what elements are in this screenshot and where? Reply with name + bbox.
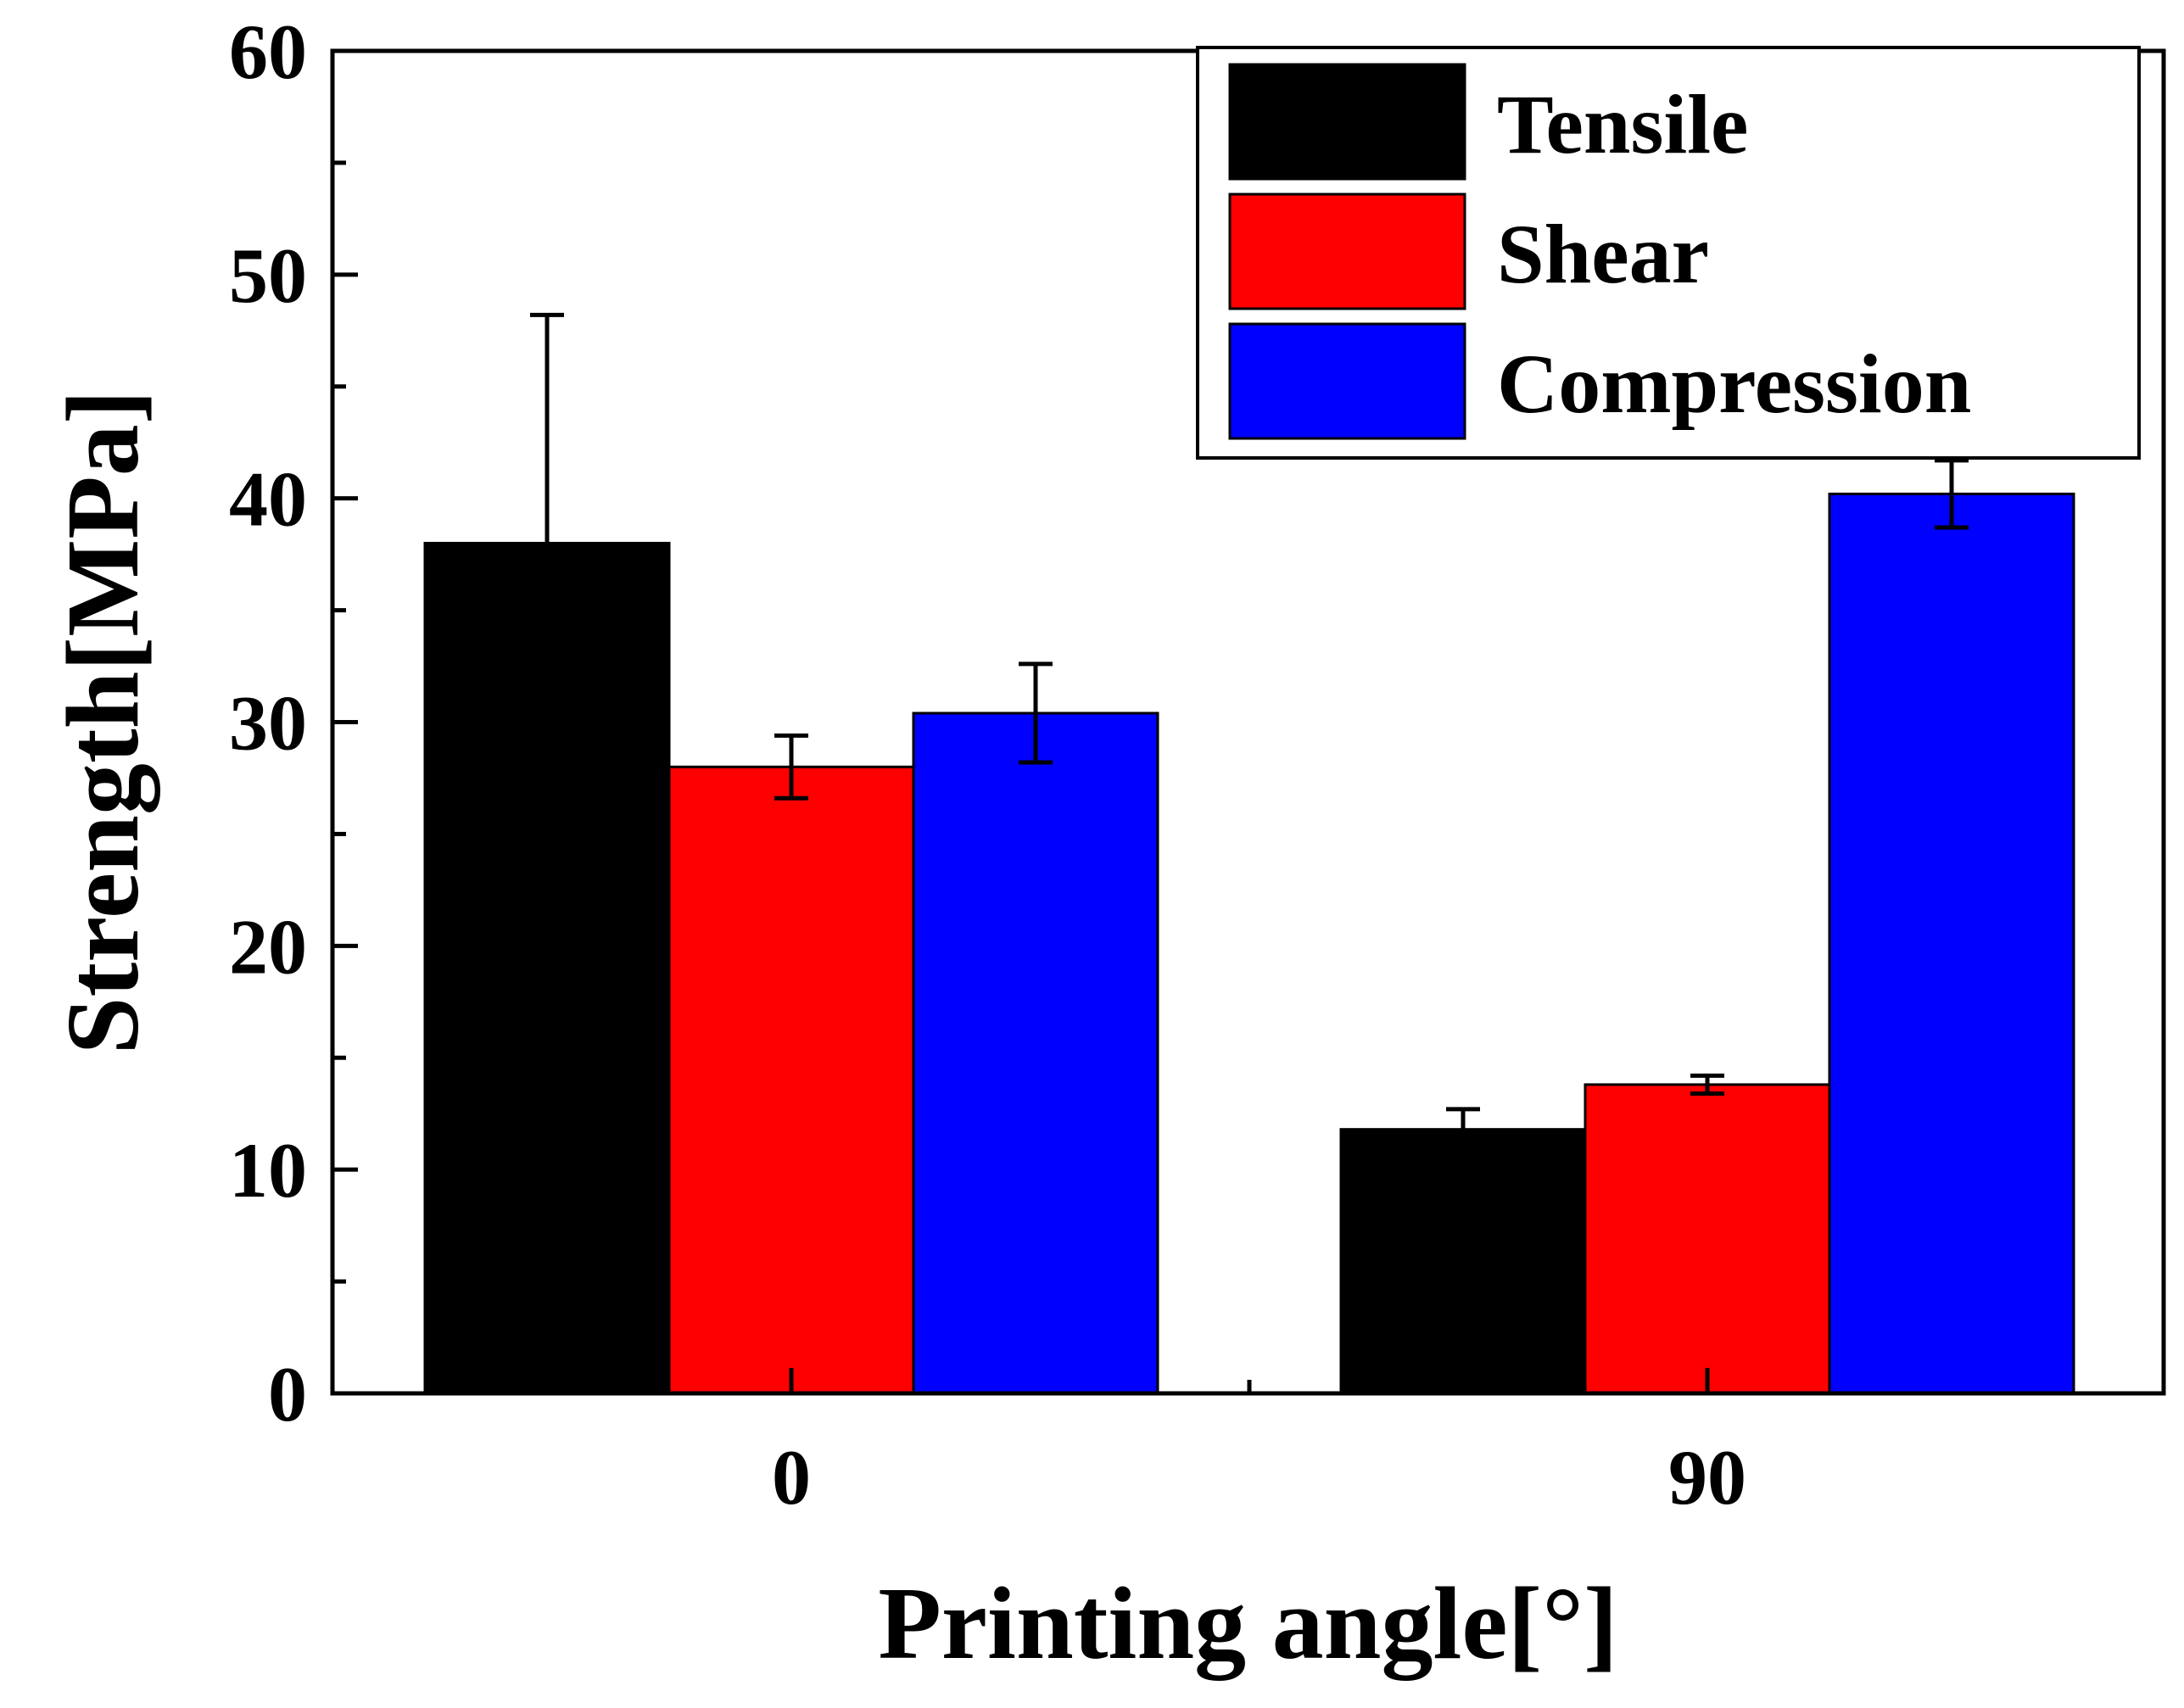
y-tick-label: 50 <box>229 232 307 319</box>
error-bar-shear-90 <box>1690 1073 1724 1096</box>
y-tick-label: 20 <box>229 903 307 990</box>
error-bar-shear-0 <box>774 733 808 801</box>
y-tick-label: 10 <box>229 1127 307 1214</box>
legend-swatch-compression <box>1228 322 1466 440</box>
bar-shear-90 <box>1584 1083 1831 1395</box>
legend-label-compression: Compression <box>1497 337 1971 431</box>
legend-swatch-shear <box>1228 193 1466 310</box>
x-axis-title: Printing angle[°] <box>878 1566 1617 1681</box>
bar-compression-90 <box>1828 492 2075 1395</box>
x-tick-label: 0 <box>772 1434 811 1521</box>
y-tick-label: 30 <box>229 680 307 767</box>
y-axis-title: Strength[MPa] <box>46 390 160 1055</box>
error-bar-tensile-0 <box>530 312 564 774</box>
bar-shear-0 <box>667 765 915 1395</box>
tick-labels-layer: 0 10 20 30 40 50 60 0 90 <box>229 8 1746 1521</box>
legend-swatch-tensile <box>1228 63 1466 181</box>
legend-label-shear: Shear <box>1497 207 1709 301</box>
legend: Tensile Shear Compression <box>1196 46 2141 460</box>
y-tick-label: 0 <box>268 1351 307 1437</box>
error-bar-compression-90 <box>1935 458 1969 530</box>
legend-label-tensile: Tensile <box>1497 77 1748 171</box>
error-bar-tensile-90 <box>1446 1107 1480 1152</box>
y-tick-label: 60 <box>229 8 307 95</box>
error-bar-compression-0 <box>1019 661 1053 765</box>
bar-compression-0 <box>912 712 1159 1395</box>
ticks-layer <box>332 48 1710 1396</box>
y-tick-label: 40 <box>229 456 307 543</box>
error-bars-layer <box>530 312 1969 1152</box>
bar-tensile-90 <box>1339 1128 1587 1395</box>
bars-layer <box>423 492 2075 1395</box>
x-tick-label: 90 <box>1668 1434 1746 1521</box>
